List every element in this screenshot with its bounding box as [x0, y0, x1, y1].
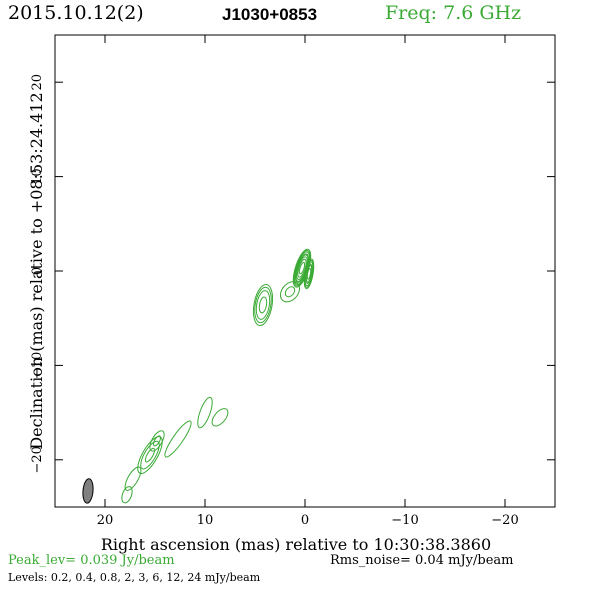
x-tick-label: −20 [491, 513, 518, 528]
observation-date: 2015.10.12(2) [8, 2, 144, 24]
x-tick-label: 20 [97, 513, 114, 528]
axis-ticks: 20 10 0 −10 −20 20 10 0 −10 −20 [30, 35, 555, 528]
contour-line [164, 420, 192, 458]
x-tick-label: 10 [197, 513, 214, 528]
peak-level: Peak_lev= 0.039 Jy/beam [8, 553, 175, 568]
contour-line [144, 447, 156, 463]
contour-line [279, 281, 301, 303]
contour-line [252, 283, 274, 326]
x-tick-label: −10 [391, 513, 418, 528]
y-axis-label: Declination (mas) relative to +08:53:24.… [27, 92, 46, 449]
contour-line [298, 261, 306, 275]
contour-line [297, 258, 307, 278]
frequency-label: Freq: 7.6 GHz [385, 2, 522, 24]
contour-line [254, 286, 272, 324]
contour-line [306, 267, 312, 280]
y-tick-label: 20 [30, 74, 45, 91]
contour-line [304, 261, 314, 287]
contour-line [255, 290, 271, 320]
contour-levels: Levels: 0.2, 0.4, 0.8, 2, 3, 6, 12, 24 m… [8, 571, 261, 584]
x-axis-label: Right ascension (mas) relative to 10:30:… [101, 535, 491, 554]
contour-group [121, 248, 315, 504]
contour-line [121, 486, 133, 504]
contour-line [140, 440, 160, 470]
contour-line [152, 435, 162, 447]
contour-line [137, 436, 163, 474]
y-tick-label: −10 [30, 352, 45, 379]
contour-line [305, 265, 313, 283]
beam-group [82, 478, 94, 504]
contour-line [284, 286, 296, 298]
contour-line [124, 466, 142, 491]
contour-line [211, 408, 229, 427]
contour-line [258, 296, 268, 314]
y-tick-label: −20 [30, 446, 45, 473]
contour-line [197, 396, 213, 429]
beam-ellipse [82, 478, 94, 504]
contour-line [149, 430, 165, 452]
x-tick-label: 0 [301, 513, 309, 528]
y-tick-label: 10 [30, 168, 45, 185]
y-tick-label: 0 [30, 267, 45, 275]
source-name: J1030+0853 [222, 5, 318, 24]
rms-noise: Rms_noise= 0.04 mJy/beam [330, 553, 514, 568]
